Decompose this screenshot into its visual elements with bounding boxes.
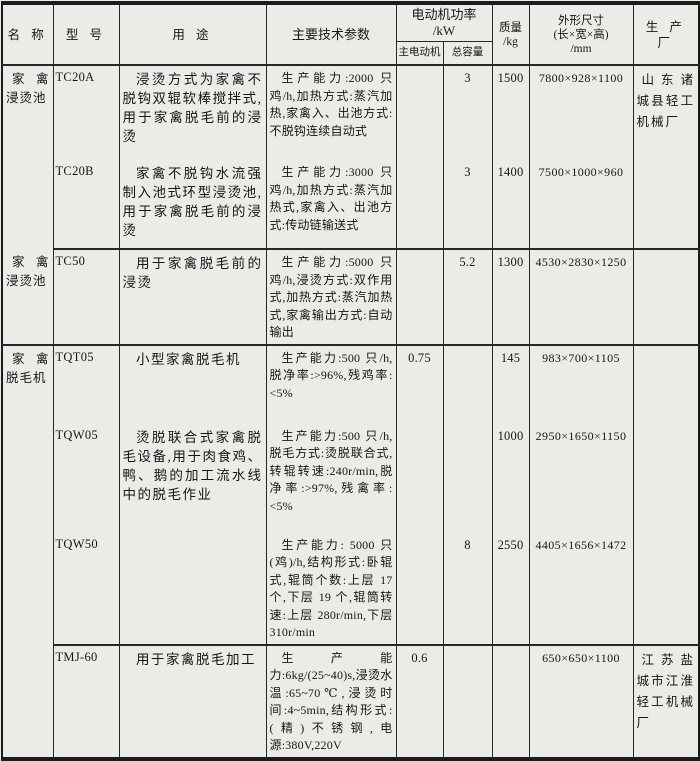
table-header: 名 称 型 号 用 途 主要技术参数 电动机功率 /kW 质量 /kg 外形尺寸… xyxy=(1,3,700,66)
cell-params: 生产能力: 5000 只(鸡)/h,结构形式:卧辊式,辊筒个数:上层 17 个,… xyxy=(265,532,397,646)
header-mass: 质量 /kg xyxy=(491,3,530,66)
cell-dimensions: 4405×1656×1472 xyxy=(528,532,634,646)
table-row-tc20b: TC20B 家禽不脱钩水流强制入池式环型浸烫池,用于家禽脱毛前的浸烫 生产能力:… xyxy=(2,160,700,250)
cell-params: 生产能力:6kg/(25~40)s,浸烫水温:65~70℃,浸烫时间:4~5mi… xyxy=(265,644,397,759)
header-manufacturer: 生 产 厂 xyxy=(632,3,700,66)
cell-total-capacity: 3 xyxy=(442,160,493,250)
cell-manufacturer xyxy=(632,344,700,424)
header-mass-line2: /kg xyxy=(503,35,518,48)
cell-model: TMJ-60 xyxy=(52,644,120,759)
cell-dimensions: 2950×1650×1150 xyxy=(528,423,634,533)
cell-model: TQW50 xyxy=(52,532,120,646)
header-dimensions: 外形尺寸 (长×宽×高) /mm xyxy=(528,3,634,66)
header-dimensions-line2: (长×宽×高) xyxy=(553,28,609,41)
cell-model: TQW05 xyxy=(52,423,120,533)
cell-main-motor-power: 0.6 xyxy=(395,644,444,759)
cell-name: 家禽浸烫池 xyxy=(1,249,54,346)
header-params: 主要技术参数 xyxy=(265,3,397,66)
cell-main-motor-power: 0.75 xyxy=(395,344,444,424)
header-main-motor: 主电动机 xyxy=(395,41,444,66)
cell-main-motor-power xyxy=(395,249,444,346)
cell-manufacturer xyxy=(632,532,700,646)
header-use: 用 途 xyxy=(118,3,267,66)
cell-manufacturer: 江苏盐城市江淮轻工机械厂 xyxy=(632,644,700,759)
cell-total-capacity xyxy=(442,423,493,533)
table-row-tqw05: TQW05 烫脱联合式家禽脱毛设备,用于肉食鸡、鸭、鹅的加工流水线中的脱毛作业 … xyxy=(2,423,700,533)
cell-dimensions: 7500×1000×960 xyxy=(528,160,634,250)
table-row-tc50: 家禽浸烫池 TC50 用于家禽脱毛前的浸烫 生产能力:5000 只鸡/h,浸烫方… xyxy=(1,249,700,346)
cell-total-capacity xyxy=(442,644,493,759)
cell-params: 生产能力:500 只/h,脱毛方式:烫脱联合式,转辊转速:240r/min,脱净… xyxy=(265,423,397,533)
cell-use: 小型家禽脱毛机 xyxy=(118,344,267,424)
cell-use xyxy=(118,532,267,646)
cell-name: 家禽浸烫池 xyxy=(1,65,54,249)
cell-model: TC20B xyxy=(52,160,120,250)
cell-dimensions: 4530×2830×1250 xyxy=(528,249,634,346)
cell-mass: 1000 xyxy=(491,423,530,533)
cell-dimensions: 650×650×1100 xyxy=(528,644,634,759)
cell-use: 家禽不脱钩水流强制入池式环型浸烫池,用于家禽脱毛前的浸烫 xyxy=(118,160,267,250)
table-row-tqt05: 家禽脱毛机 TQT05 小型家禽脱毛机 生产能力:500 只/h,脱净率:>96… xyxy=(1,344,700,759)
table-row-tqw50: TQW50 生产能力: 5000 只(鸡)/h,结构形式:卧辊式,辊筒个数:上层… xyxy=(2,532,700,646)
cell-total-capacity xyxy=(442,344,493,424)
cell-dimensions: 983×700×1105 xyxy=(528,344,634,424)
cell-use: 用于家禽脱毛加工 xyxy=(118,644,267,759)
cell-mass: 1400 xyxy=(491,160,530,250)
cell-total-capacity: 3 xyxy=(442,65,493,160)
cell-main-motor-power xyxy=(395,65,444,160)
header-total-capacity: 总容量 xyxy=(442,41,493,66)
cell-main-motor-power xyxy=(395,532,444,646)
cell-use: 浸烫方式为家禽不脱钩双辊软棒搅拌式,用于家禽脱毛前的浸烫 xyxy=(118,65,267,160)
cell-params: 生产能力:500 只/h,脱净率:>96%,残鸡率:<5% xyxy=(265,344,397,424)
cell-use: 烫脱联合式家禽脱毛设备,用于肉食鸡、鸭、鹅的加工流水线中的脱毛作业 xyxy=(118,423,267,533)
cell-mass xyxy=(491,644,530,759)
cell-manufacturer: 山东诸城县轻工机械厂 xyxy=(632,65,700,160)
cell-main-motor-power xyxy=(395,423,444,533)
header-mass-line1: 质量 xyxy=(499,21,523,34)
cell-use: 用于家禽脱毛前的浸烫 xyxy=(118,249,267,346)
header-motor-power-line2: /kW xyxy=(432,23,456,38)
cell-total-capacity: 8 xyxy=(442,532,493,646)
cell-mass: 1300 xyxy=(491,249,530,346)
header-model: 型 号 xyxy=(52,3,120,66)
table-row-tc20a: 家禽浸烫池 TC20A 浸烫方式为家禽不脱钩双辊软棒搅拌式,用于家禽脱毛前的浸烫… xyxy=(1,65,700,249)
cell-model: TQT05 xyxy=(52,344,120,424)
cell-params: 生产能力:2000 只鸡/h,加热方式:蒸汽加热,家禽入、出池方式:不脱钩连续自… xyxy=(265,65,397,160)
cell-mass: 2550 xyxy=(491,532,530,646)
header-name: 名 称 xyxy=(1,3,54,66)
cell-name: 家禽脱毛机 xyxy=(1,344,54,759)
header-dimensions-line3: /mm xyxy=(570,42,592,55)
cell-dimensions: 7800×928×1100 xyxy=(528,65,634,160)
cell-mass: 1500 xyxy=(491,65,530,160)
cell-total-capacity: 5.2 xyxy=(442,249,493,346)
cell-params: 生产能力:5000 只鸡/h,浸烫方式:双作用式,加热方式:蒸汽加热式,家禽输出… xyxy=(265,249,397,346)
cell-manufacturer xyxy=(632,423,700,533)
cell-manufacturer xyxy=(632,249,700,346)
cell-model: TC50 xyxy=(52,249,120,346)
header-dimensions-line1: 外形尺寸 xyxy=(558,14,605,27)
table-row-tmj60: TMJ-60 用于家禽脱毛加工 生产能力:6kg/(25~40)s,浸烫水温:6… xyxy=(2,644,700,759)
cell-model: TC20A xyxy=(52,65,120,160)
header-motor-power-line1: 电动机功率 xyxy=(411,7,477,22)
cell-mass: 145 xyxy=(491,344,530,424)
header-motor-power-group: 电动机功率 /kW xyxy=(395,3,493,42)
cell-manufacturer xyxy=(632,160,700,250)
cell-params: 生产能力:3000 只鸡/h,加热方式:蒸汽加热式,家禽入、出池方式:传动链输送… xyxy=(265,160,397,250)
cell-main-motor-power xyxy=(395,160,444,250)
